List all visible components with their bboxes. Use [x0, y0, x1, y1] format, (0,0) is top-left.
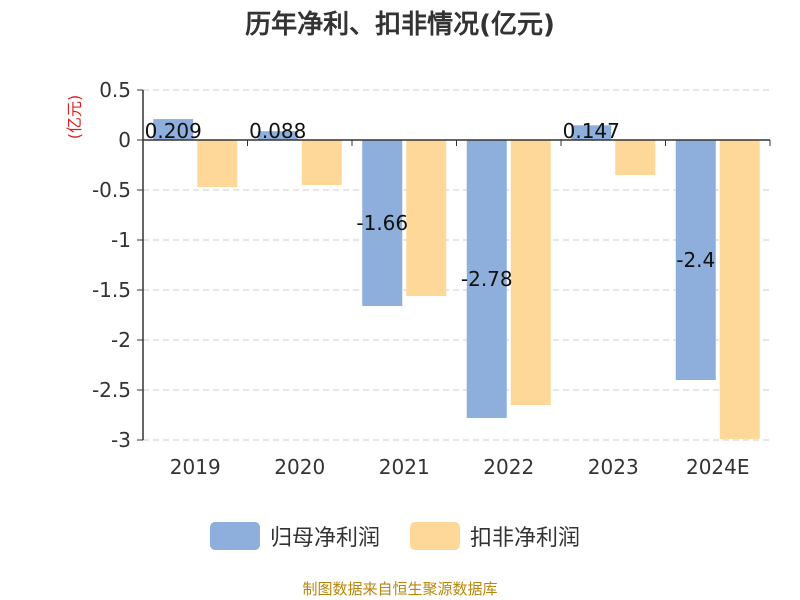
y-tick-label: -1.5 — [92, 278, 131, 302]
legend-swatch — [410, 522, 460, 550]
legend-item[interactable]: 归母净利润 — [210, 522, 380, 551]
legend-label: 扣非净利润 — [470, 526, 580, 551]
data-label: -1.66 — [356, 211, 408, 235]
bar-net-profit — [257, 131, 298, 140]
y-tick-label: -3 — [111, 428, 131, 452]
x-category-label: 2021 — [379, 455, 430, 479]
bar-deducted-profit — [301, 140, 342, 185]
bar-net-profit — [153, 119, 194, 140]
legend[interactable]: 归母净利润 扣非净利润 — [210, 522, 580, 551]
grid-lines — [143, 89, 770, 441]
data-label: -2.78 — [461, 267, 513, 291]
bar-net-profit — [675, 140, 716, 380]
y-axis-unit-label: (亿元) — [65, 95, 84, 140]
bar-net-profit — [362, 140, 403, 306]
chart-title: 历年净利、扣非情况(亿元) — [245, 10, 555, 40]
legend-swatch — [210, 522, 260, 550]
data-label: 0.088 — [249, 119, 306, 143]
data-source-footer: 制图数据来自恒生聚源数据库 — [302, 580, 498, 598]
y-tick-label: -0.5 — [92, 178, 131, 202]
x-category-label: 2023 — [588, 455, 639, 479]
y-tick-label: -2 — [111, 328, 131, 352]
data-labels: 0.209 0.088 -1.66 -2.78 0.147 -2.4 — [145, 119, 716, 291]
bar-deducted-profit — [719, 140, 760, 439]
bar-deducted-profit — [406, 140, 447, 296]
bar-deducted-profit — [510, 140, 551, 405]
bar-deducted-profit — [615, 140, 656, 175]
data-label: 0.147 — [563, 119, 620, 143]
x-category-label: 2024E — [686, 455, 750, 479]
axes: 0.5 0 -0.5 -1 -1.5 -2 -2.5 -3 (亿元) 2019 2020 2021 20… — [65, 78, 771, 479]
bar-deducted-profit — [197, 140, 238, 187]
y-tick-label: 0 — [118, 128, 131, 152]
x-category-label: 2022 — [483, 455, 534, 479]
y-tick-label: 0.5 — [99, 78, 131, 102]
legend-item[interactable]: 扣非净利润 — [410, 522, 580, 551]
data-label: -2.4 — [676, 248, 715, 272]
y-tick-label: -1 — [111, 228, 131, 252]
x-category-label: 2019 — [170, 455, 221, 479]
bars — [153, 119, 760, 439]
x-category-label: 2020 — [274, 455, 325, 479]
y-tick-label: -2.5 — [92, 378, 131, 402]
data-label: 0.209 — [145, 119, 202, 143]
bar-net-profit — [466, 140, 507, 418]
bar-net-profit — [571, 125, 612, 140]
legend-label: 归母净利润 — [270, 526, 380, 551]
